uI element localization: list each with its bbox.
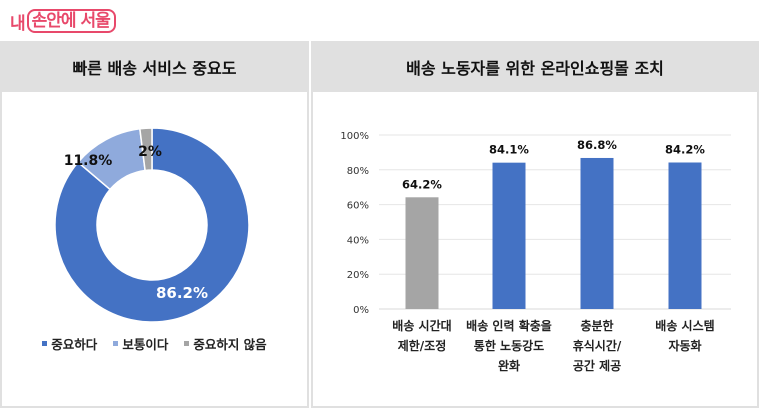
donut-chart-panel: 빠른 배송 서비스 중요도 86.2% 11.8% 2% 중요하다 보통이다 중요하… — [0, 41, 309, 408]
donut-chart: 86.2% 11.8% 2% — [54, 127, 250, 323]
legend-item-not-important: 중요하지 않음 — [184, 334, 267, 353]
legend-item-important: 중요하다 — [42, 334, 97, 353]
legend-swatch-not-important — [184, 341, 190, 346]
donut-legend: 중요하다 보통이다 중요하지 않음 — [2, 334, 307, 353]
legend-swatch-important — [42, 341, 48, 346]
donut-data-label: 11.8% — [64, 153, 113, 169]
bar — [405, 197, 439, 309]
logo-boxed-text: 손안에 서울 — [26, 9, 116, 33]
bar-data-label: 84.2% — [665, 142, 705, 156]
bar — [668, 162, 702, 309]
donut-data-label: 86.2% — [156, 284, 208, 302]
legend-label: 중요하지 않음 — [193, 337, 267, 352]
seoul-logo[interactable]: 내 손안에 서울 — [10, 8, 116, 34]
donut-data-label: 2% — [138, 144, 162, 160]
y-tick-label: 60% — [347, 201, 369, 212]
bar-chart-title: 배송 노동자를 위한 온라인쇼핑몰 조치 — [311, 41, 759, 92]
bar-data-label: 86.8% — [577, 138, 617, 152]
donut-slice — [54, 127, 250, 323]
bar-data-label: 84.1% — [489, 143, 529, 157]
bar-chart: 0% 20% 40% 60% 80% 100% 64.2% 84.1% 86.8% 84.2% — [340, 131, 731, 316]
legend-label: 중요하다 — [51, 337, 98, 352]
y-tick-label: 40% — [347, 235, 369, 246]
bar-data-label: 64.2% — [402, 177, 442, 191]
legend-swatch-normal — [113, 341, 119, 346]
legend-label: 보통이다 — [122, 337, 169, 352]
logo-prefix: 내 — [10, 13, 26, 34]
x-label: 배송 인력 확충을 통한 노동강도 완화 — [466, 319, 552, 373]
bar-chart-panel: 배송 노동자를 위한 온라인쇼핑몰 조치 0% 20% 40% 60% 80% 100% 6… — [311, 41, 759, 408]
donut-slice — [139, 127, 153, 172]
x-label: 배송 시스템 자동화 — [655, 319, 715, 353]
x-label: 충분한 휴식시간/ 공간 제공 — [572, 319, 622, 373]
y-tick-label: 20% — [347, 270, 369, 281]
y-tick-label: 100% — [340, 131, 369, 142]
y-tick-label: 0% — [353, 305, 369, 316]
donut-chart-title: 빠른 배송 서비스 중요도 — [0, 41, 309, 92]
legend-item-normal: 보통이다 — [113, 334, 168, 353]
x-label: 배송 시간대 제한/조정 — [392, 319, 452, 353]
bar — [492, 162, 526, 309]
y-tick-label: 80% — [347, 166, 369, 177]
bar — [580, 157, 614, 309]
